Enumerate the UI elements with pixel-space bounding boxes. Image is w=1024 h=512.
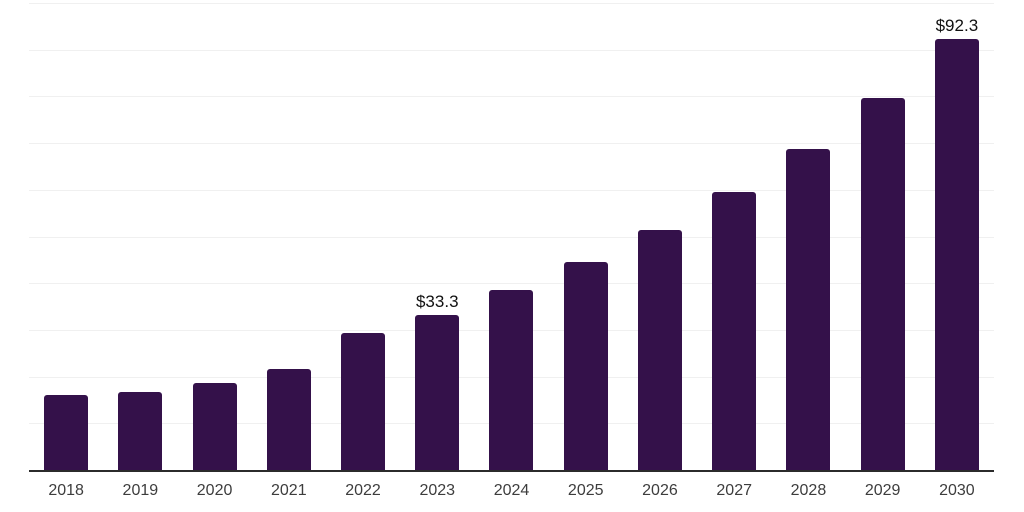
x-tick-2018: 2018 [48,482,84,499]
bar-2030 [934,38,979,470]
gridline-40 [29,283,994,285]
gridline-70 [29,143,994,145]
x-tick-2024: 2024 [493,482,530,499]
gridline-60 [29,189,994,191]
x-tick-2028: 2028 [790,482,827,499]
gridline-100 [29,3,994,4]
bar-2026 [637,229,682,470]
bar-2024 [489,289,534,470]
x-tick-2023: 2023 [419,482,456,499]
bar-slot-2029 [846,3,920,470]
bar-slot-2019 [103,3,177,470]
bar-2021 [266,369,311,470]
x-tick-2027: 2027 [716,482,752,499]
x-tick-2026: 2026 [642,482,678,499]
bar-2027 [712,192,757,470]
bar-2019 [118,392,163,470]
x-tick-2019: 2019 [122,482,159,499]
x-tick-2022: 2022 [345,482,381,499]
x-tick-2029: 2029 [864,482,901,499]
bar-2018 [44,395,89,470]
bar-slot-2020 [177,3,251,470]
bar-slot-2026 [623,3,697,470]
bar-slot-2024 [474,3,548,470]
bar-slot-2025 [549,3,623,470]
bar-slot-2027 [697,3,771,470]
bar-slot-2018 [29,3,103,470]
plot-area: $33.3 $92.3 [29,3,994,472]
x-tick-2025: 2025 [567,482,604,499]
gridline-90 [29,49,994,51]
gridline-50 [29,236,994,238]
bar-slot-2022 [326,3,400,470]
bar-2023 [415,314,460,470]
gridline-80 [29,96,994,98]
bar-2028 [786,148,831,470]
x-tick-2021: 2021 [271,482,307,499]
value-label-2030: $92.3 [935,15,979,35]
bar-slot-2030: $92.3 [920,3,994,470]
bar-slot-2028 [771,3,845,470]
bar-2022 [341,332,386,470]
bar-2020 [192,382,237,470]
x-tick-2030: 2030 [939,482,975,499]
value-label-2023: $33.3 [415,291,459,311]
x-axis: 2018 2019 2020 2021 2022 2023 2024 2025 2026 2027… [29,481,994,505]
x-tick-2020: 2020 [196,482,233,499]
bar-slot-2021 [252,3,326,470]
bar-2029 [860,97,905,470]
bar-slot-2023: $33.3 [400,3,474,470]
bar-2025 [563,261,608,470]
